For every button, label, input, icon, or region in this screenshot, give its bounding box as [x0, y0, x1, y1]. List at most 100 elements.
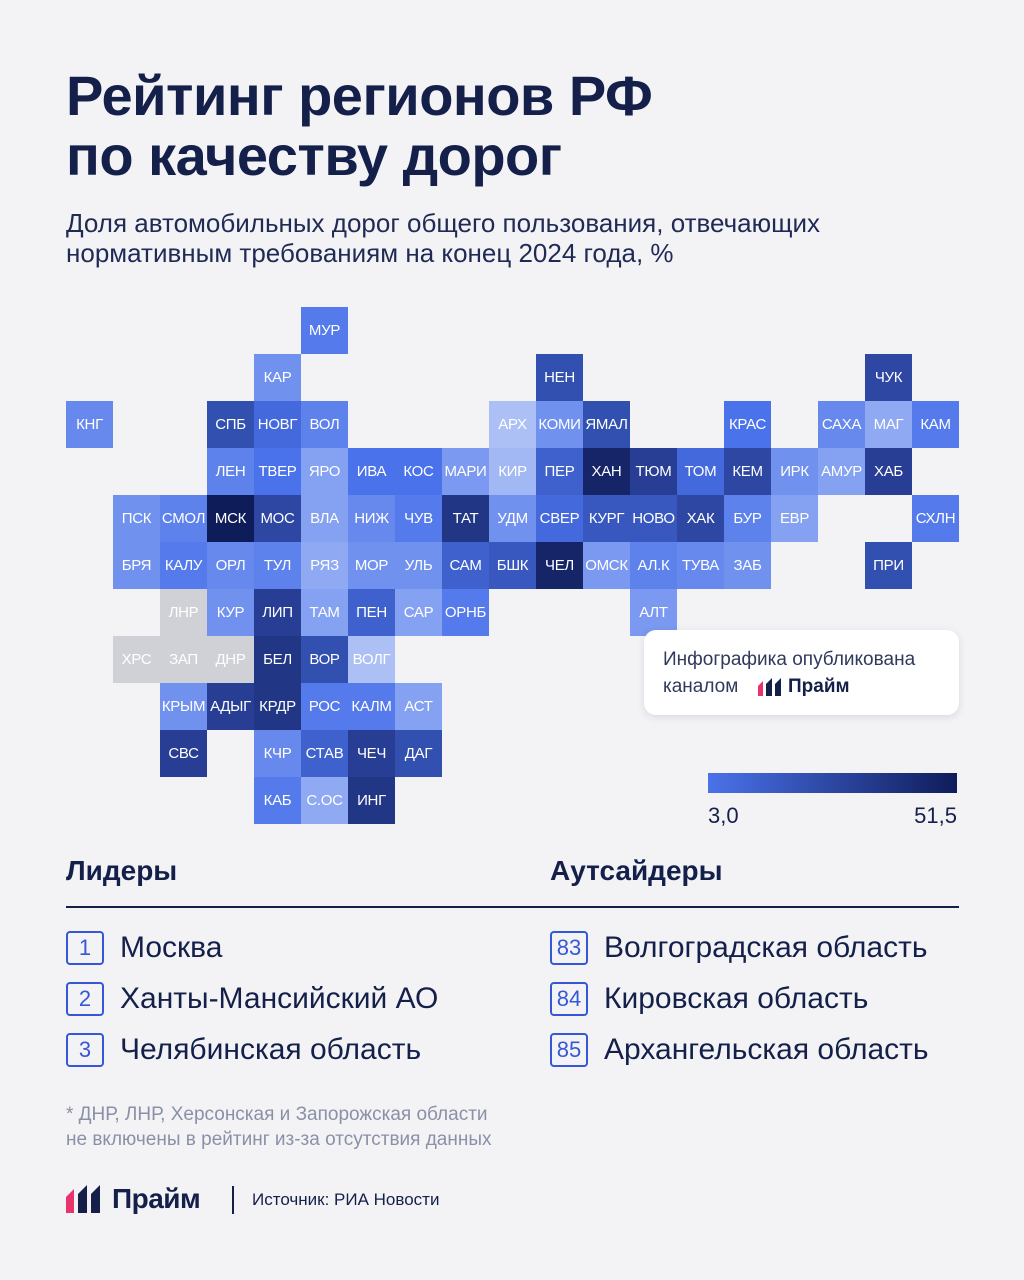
region-tile: НИЖ: [348, 495, 395, 542]
region-tile: КАЛМ: [348, 683, 395, 730]
region-name: Волгоградская область: [604, 931, 928, 964]
region-tile: КНГ: [66, 401, 113, 448]
region-tile: КУРГ: [583, 495, 630, 542]
region-tile: НОВО: [630, 495, 677, 542]
region-tile: ВОЛГ: [348, 636, 395, 683]
region-tile: АСТ: [395, 683, 442, 730]
published-notice: Инфографика опубликована каналом Прайм: [644, 630, 959, 715]
region-tile: АЛ.К: [630, 542, 677, 589]
rank-badge: 3: [66, 1033, 104, 1067]
region-tile: ЛНР: [160, 589, 207, 636]
region-tile: КЕМ: [724, 448, 771, 495]
region-tile: МСК: [207, 495, 254, 542]
section-divider: [66, 906, 959, 908]
outsider-row: 84 Кировская область: [550, 979, 868, 1019]
region-tile: ВЛА: [301, 495, 348, 542]
subtitle: Доля автомобильных дорог общего пользова…: [66, 208, 966, 268]
region-tile: УДМ: [489, 495, 536, 542]
region-tile: КИР: [489, 448, 536, 495]
region-tile: РОС: [301, 683, 348, 730]
region-tile: ЗАБ: [724, 542, 771, 589]
region-tile: ИВА: [348, 448, 395, 495]
region-tile: МОС: [254, 495, 301, 542]
rank-badge: 85: [550, 1033, 588, 1067]
region-tile: ТОМ: [677, 448, 724, 495]
region-tile: СХЛН: [912, 495, 959, 542]
region-tile: ВОЛ: [301, 401, 348, 448]
region-tile: МУР: [301, 307, 348, 354]
region-tile: ЯМАЛ: [583, 401, 630, 448]
region-tile: СПБ: [207, 401, 254, 448]
region-tile: ВОР: [301, 636, 348, 683]
region-tile: МАРИ: [442, 448, 489, 495]
region-tile: БШК: [489, 542, 536, 589]
region-tile: ЧУК: [865, 354, 912, 401]
region-tile: МАГ: [865, 401, 912, 448]
region-name: Архангельская область: [604, 1033, 929, 1066]
source-text: Источник: РИА Новости: [252, 1190, 440, 1209]
region-tile: БУР: [724, 495, 771, 542]
leaders-title: Лидеры: [66, 855, 178, 886]
region-tile: С.ОС: [301, 777, 348, 824]
region-tile: ЗАП: [160, 636, 207, 683]
title-line-1: Рейтинг регионов РФ: [66, 64, 653, 127]
region-tile: КРЫМ: [160, 683, 207, 730]
brand-separator: [232, 1186, 234, 1214]
page-title: Рейтинг регионов РФ по качеству дорог: [66, 66, 966, 186]
region-tile: ОРЛ: [207, 542, 254, 589]
region-tile: САХА: [818, 401, 865, 448]
footnote-line-1: * ДНР, ЛНР, Херсонская и Запорожская обл…: [66, 1104, 488, 1125]
region-tile: ЕВР: [771, 495, 818, 542]
region-tile: КРАС: [724, 401, 771, 448]
region-tile: КАБ: [254, 777, 301, 824]
region-tile: ЧУВ: [395, 495, 442, 542]
region-tile: ТВЕР: [254, 448, 301, 495]
rank-badge: 2: [66, 982, 104, 1016]
region-tile: ЧЕЛ: [536, 542, 583, 589]
region-tile: БРЯ: [113, 542, 160, 589]
region-tile: ПЕН: [348, 589, 395, 636]
region-tile: СВС: [160, 730, 207, 777]
region-tile: СТАВ: [301, 730, 348, 777]
region-name: Москва: [120, 931, 223, 964]
region-tile: ПРИ: [865, 542, 912, 589]
region-tile: КАР: [254, 354, 301, 401]
region-tile: УЛЬ: [395, 542, 442, 589]
region-tile: МОР: [348, 542, 395, 589]
region-tile: ЛИП: [254, 589, 301, 636]
region-tile: ДНР: [207, 636, 254, 683]
scale-max-label: 51,5: [914, 803, 957, 828]
region-tile: ИНГ: [348, 777, 395, 824]
region-tile: ХРС: [113, 636, 160, 683]
region-tile: КАЛУ: [160, 542, 207, 589]
region-tile: АДЫГ: [207, 683, 254, 730]
region-tile: ТУВА: [677, 542, 724, 589]
region-tile: САМ: [442, 542, 489, 589]
region-name: Кировская область: [604, 982, 869, 1015]
region-tile: ПСК: [113, 495, 160, 542]
region-tile: ОМСК: [583, 542, 630, 589]
region-tile: КЧР: [254, 730, 301, 777]
region-tile: СВЕР: [536, 495, 583, 542]
region-tile: НЕН: [536, 354, 583, 401]
rank-badge: 84: [550, 982, 588, 1016]
region-tile: КОМИ: [536, 401, 583, 448]
leader-row: 3 Челябинская область: [66, 1030, 421, 1070]
title-line-2: по качеству дорог: [66, 124, 562, 187]
region-tile: АРХ: [489, 401, 536, 448]
region-name: Челябинская область: [120, 1033, 422, 1066]
region-tile: САР: [395, 589, 442, 636]
region-tile: ТЮМ: [630, 448, 677, 495]
region-tile: БЕЛ: [254, 636, 301, 683]
region-tile: КАМ: [912, 401, 959, 448]
region-tile: АМУР: [818, 448, 865, 495]
region-tile: ХАН: [583, 448, 630, 495]
region-tile: ТАМ: [301, 589, 348, 636]
rank-badge: 83: [550, 931, 588, 965]
footnote-line-2: не включены в рейтинг из-за отсутствия д…: [66, 1129, 492, 1150]
region-tile: ИРК: [771, 448, 818, 495]
region-tile: ХАК: [677, 495, 724, 542]
subtitle-line-2: нормативным требованиям на конец 2024 го…: [66, 238, 674, 268]
outsider-row: 83 Волгоградская область: [550, 928, 927, 968]
prime-logo-icon: [66, 1185, 100, 1213]
